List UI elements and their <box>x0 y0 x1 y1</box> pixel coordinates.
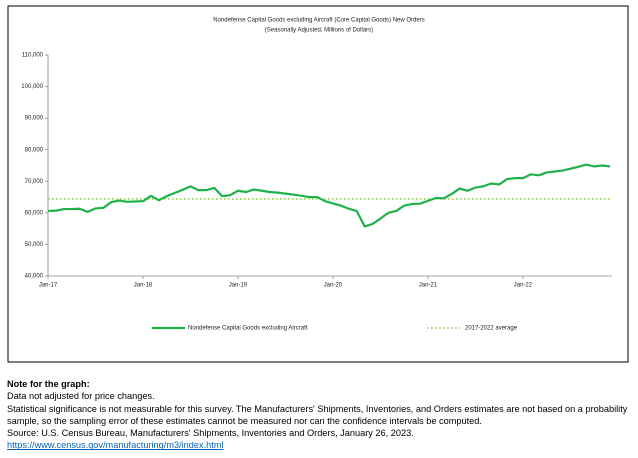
y-tick-label: 100,000 <box>21 84 43 90</box>
y-tick-label: 70,000 <box>25 179 44 185</box>
y-tick-label: 50,000 <box>25 242 44 248</box>
note-line: Source: U.S. Census Bureau, Manufacturer… <box>7 428 414 439</box>
note-line: Statistical significance is not measurab… <box>7 403 628 426</box>
notes-link[interactable]: https://www.census.gov/manufacturing/m3/… <box>7 440 224 451</box>
chart: Nondefense Capital Goods excluding Aircr… <box>7 5 629 363</box>
x-tick-label: Jan-22 <box>514 283 533 289</box>
x-tick-label: Jan-17 <box>39 283 58 289</box>
note-line: Data not adjusted for price changes. <box>7 391 155 402</box>
chart-border <box>7 5 629 363</box>
notes: Note for the graph: Data not adjusted fo… <box>7 378 632 452</box>
y-tick-label: 90,000 <box>25 116 44 122</box>
chart-subtitle: (Seasonally Adjusted, Millions of Dollar… <box>265 28 373 34</box>
x-tick-label: Jan-19 <box>229 283 248 289</box>
x-tick-label: Jan-18 <box>134 283 153 289</box>
chart-title: Nondefense Capital Goods excluding Aircr… <box>213 18 424 24</box>
y-tick-label: 110,000 <box>22 53 44 59</box>
notes-heading: Note for the graph: <box>7 379 90 389</box>
y-tick-label: 60,000 <box>25 210 44 216</box>
legend-label: Nondefense Capital Goods excluding Aircr… <box>188 326 308 332</box>
y-tick-label: 80,000 <box>25 147 44 153</box>
legend-label: 2017-2022 average <box>465 326 518 332</box>
data-line <box>47 163 611 228</box>
y-tick-label: 40,000 <box>25 274 44 280</box>
x-tick-label: Jan-21 <box>419 283 438 289</box>
x-tick-label: Jan-20 <box>324 283 343 289</box>
